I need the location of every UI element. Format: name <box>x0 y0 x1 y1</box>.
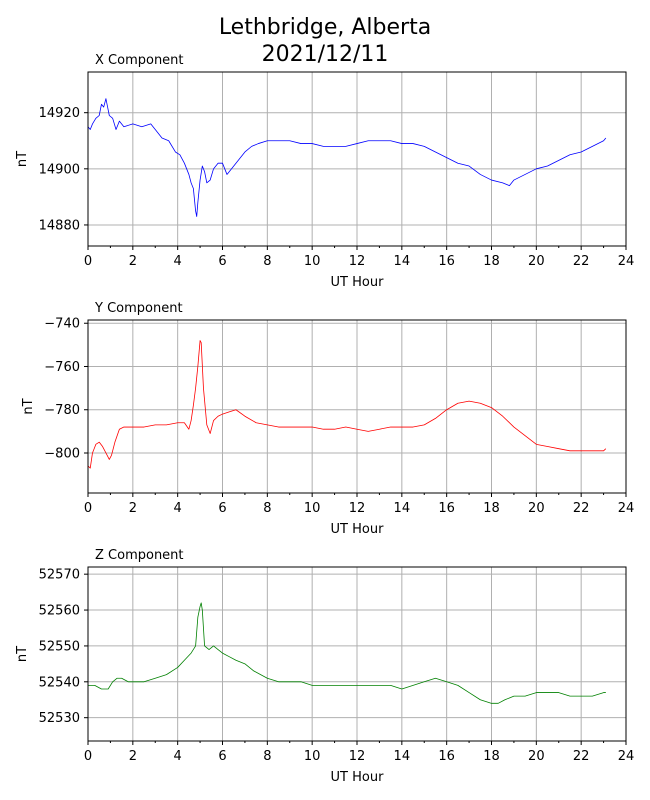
x-x-tick-label: 18 <box>483 254 500 269</box>
z-x-tick-label: 0 <box>84 749 92 764</box>
z-y-tick-label: 52550 <box>39 639 80 654</box>
y-component-series-line <box>87 340 607 469</box>
y-x-tick-label: 10 <box>304 501 321 516</box>
x-x-tick-label: 14 <box>394 254 411 269</box>
y-y-axis-label: nT <box>21 398 36 414</box>
y-x-tick-label: 16 <box>438 501 455 516</box>
x-x-tick-label: 2 <box>129 254 137 269</box>
y-x-tick-label: 14 <box>394 501 411 516</box>
x-x-tick-label: 0 <box>84 254 92 269</box>
z-x-tick-label: 4 <box>174 749 182 764</box>
y-x-tick-label: 0 <box>84 501 92 516</box>
y-x-tick-label: 6 <box>218 501 226 516</box>
y-x-tick-label: 24 <box>618 501 635 516</box>
x-x-tick-label: 8 <box>263 254 271 269</box>
y-x-tick-label: 22 <box>573 501 590 516</box>
y-x-tick-label: 20 <box>528 501 545 516</box>
z-x-tick-label: 12 <box>349 749 366 764</box>
z-x-tick-label: 16 <box>438 749 455 764</box>
z-x-tick-label: 14 <box>394 749 411 764</box>
x-y-tick-label: 14900 <box>39 162 80 177</box>
x-x-tick-label: 6 <box>218 254 226 269</box>
x-component-series-line <box>87 98 607 217</box>
z-y-tick-label: 52540 <box>39 675 80 690</box>
z-component-panel: 0 2 4 6 8 10 12 14 16 18 20 22 245253052540525505256… <box>15 548 634 785</box>
y-y-tick-label: −760 <box>44 360 80 375</box>
x-x-tick-label: 22 <box>573 254 590 269</box>
x-x-tick-label: 12 <box>349 254 366 269</box>
x-x-tick-label: 24 <box>618 254 635 269</box>
z-x-tick-label: 8 <box>263 749 271 764</box>
y-y-tick-label: −800 <box>44 446 80 461</box>
x-x-tick-label: 20 <box>528 254 545 269</box>
z-y-tick-label: 52560 <box>39 604 80 619</box>
x-y-axis-label: nT <box>15 151 30 167</box>
y-x-tick-label: 18 <box>483 501 500 516</box>
y-y-tick-label: −740 <box>44 317 80 332</box>
y-x-axis-label: UT Hour <box>331 522 385 537</box>
z-x-tick-label: 2 <box>129 749 137 764</box>
z-component-title: Z Component <box>95 548 184 563</box>
x-x-tick-label: 10 <box>304 254 321 269</box>
x-y-tick-label: 14880 <box>39 218 80 233</box>
z-x-tick-label: 24 <box>618 749 635 764</box>
x-x-axis-label: UT Hour <box>331 275 385 290</box>
z-x-tick-label: 22 <box>573 749 590 764</box>
z-y-tick-label: 52530 <box>39 711 80 726</box>
z-x-axis-label: UT Hour <box>331 770 385 785</box>
y-x-tick-label: 4 <box>174 501 182 516</box>
x-x-tick-label: 16 <box>438 254 455 269</box>
z-y-axis-label: nT <box>15 646 30 662</box>
y-x-tick-label: 12 <box>349 501 366 516</box>
z-component-series-line <box>88 602 606 704</box>
figure-title-line1: Lethbridge, Alberta <box>219 15 431 40</box>
x-component-title: X Component <box>95 53 184 68</box>
y-component-title: Y Component <box>94 301 183 316</box>
y-x-tick-label: 8 <box>263 501 271 516</box>
z-x-tick-label: 20 <box>528 749 545 764</box>
z-x-tick-label: 10 <box>304 749 321 764</box>
figure-title-line2: 2021/12/11 <box>262 42 389 67</box>
x-y-tick-label: 14920 <box>39 106 80 121</box>
z-x-tick-label: 6 <box>218 749 226 764</box>
x-x-tick-label: 4 <box>174 254 182 269</box>
z-x-tick-label: 18 <box>483 749 500 764</box>
z-y-tick-label: 52570 <box>39 568 80 583</box>
y-x-tick-label: 2 <box>129 501 137 516</box>
y-y-tick-label: −780 <box>44 403 80 418</box>
